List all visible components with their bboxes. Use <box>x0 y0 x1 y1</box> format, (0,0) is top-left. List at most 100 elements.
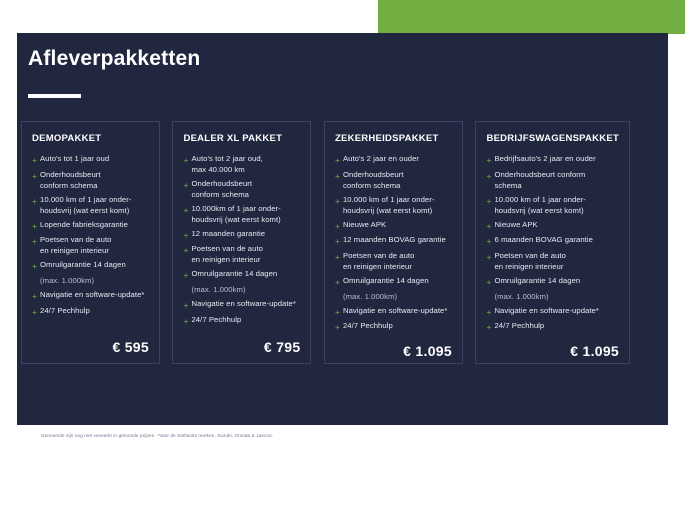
plus-bullet-icon: + <box>334 236 340 247</box>
plus-bullet-icon: + <box>334 195 340 206</box>
plus-bullet-icon: + <box>183 245 189 256</box>
feature-item: +12 maanden BOVAG garantie <box>335 235 452 248</box>
plus-bullet-icon: + <box>183 155 189 165</box>
feature-label: 12 maanden BOVAG garantie <box>342 235 446 245</box>
plus-bullet-icon: + <box>334 155 340 165</box>
plus-bullet-icon: + <box>183 229 189 240</box>
feature-note-label: (max. 1.000km) <box>40 275 95 285</box>
feature-label: 24/7 Pechhulp <box>494 321 545 331</box>
feature-label: Nieuwe APK <box>494 219 538 229</box>
plus-bullet-icon: + <box>32 261 37 272</box>
feature-item: + Onderhoudsbeurt conform schema <box>335 170 452 192</box>
package-card[interactable]: DEMOPAKKET + Auto's tot 1 jaar oud + Onderho… <box>21 121 160 364</box>
feature-label: Omruilgarantie 14 dagen <box>40 260 126 270</box>
plus-bullet-icon: + <box>32 306 37 317</box>
feature-label: 12 maanden garantie <box>191 228 266 238</box>
package-price: € 795 <box>263 339 301 355</box>
feature-label: Auto's 2 jaar en ouder <box>342 154 420 163</box>
plus-bullet-icon: + <box>32 220 37 231</box>
feature-label: 10.000 km of 1 jaar onder- houdsvrij (wa… <box>40 194 132 215</box>
feature-label: Auto's tot 1 jaar oud <box>40 154 110 163</box>
package-card[interactable]: ZEKERHEIDSPAKKET + Auto's 2 jaar en ouder +… <box>323 121 463 364</box>
package-card-title: ZEKERHEIDSPAKKET <box>334 133 439 144</box>
package-card[interactable]: DEALER XL PAKKET + Auto's tot 2 jaar oud, … <box>172 121 312 364</box>
feature-item: + Navigatie en software-update* <box>335 306 452 319</box>
plus-bullet-icon: + <box>486 306 492 317</box>
package-card-title: BEDRIJFSWAGENSPAKKET <box>486 133 620 144</box>
plus-bullet-icon: + <box>183 315 189 326</box>
feature-item: + Omruilgarantie 14 dagen <box>183 269 300 282</box>
feature-label: Onderhoudsbeurt conform schema <box>40 169 101 190</box>
plus-bullet-icon: + <box>486 170 492 181</box>
package-price: € 1.095 <box>570 343 620 360</box>
feature-list: + Bedrijfsauto's 2 jaar en ouder + Onderhou… <box>486 154 619 337</box>
feature-label: Omruilgarantie 14 dagen <box>494 275 581 285</box>
feature-note-label: (max. 1.000km) <box>342 291 398 301</box>
feature-note-item: (max. 1.000km) <box>183 285 300 296</box>
plus-bullet-icon: + <box>486 220 492 231</box>
feature-label: 24/7 Pechhulp <box>191 314 242 324</box>
feature-item: + Navigatie en software-update* <box>486 306 619 319</box>
feature-note-item: (max. 1.000km) <box>486 292 619 303</box>
feature-label: Bedrijfsauto's 2 jaar en ouder <box>494 154 596 163</box>
feature-item: +24/7 Pechhulp <box>183 315 300 328</box>
package-cards-container: DEMOPAKKET + Auto's tot 1 jaar oud + Onderho… <box>21 121 631 364</box>
plus-bullet-icon: + <box>183 179 189 190</box>
green-accent-block <box>378 0 685 34</box>
feature-label: 24/7 Pechhulp <box>342 321 393 331</box>
plus-bullet-icon: + <box>486 276 492 287</box>
plus-bullet-icon: + <box>183 299 189 310</box>
plus-bullet-icon: + <box>486 195 492 206</box>
feature-label: Poetsen van de auto en reinigen interieu… <box>40 235 112 256</box>
plus-bullet-icon: + <box>32 236 37 247</box>
afleverpakketten-panel <box>17 33 668 425</box>
feature-label: Poetsen van de auto en reinigen interieu… <box>191 244 263 265</box>
feature-item: + Poetsen van de auto en reinigen interie… <box>335 251 452 273</box>
plus-bullet-icon: + <box>486 155 492 165</box>
page-title: Afleverpakketten <box>28 47 201 70</box>
feature-label: Onderhoudsbeurt conform schema <box>191 178 253 199</box>
plus-bullet-icon: + <box>32 290 37 301</box>
feature-label: 6 maanden BOVAG garantie <box>494 235 593 245</box>
plus-bullet-icon: + <box>334 306 340 317</box>
plus-bullet-icon: + <box>334 252 340 262</box>
feature-item: +6 maanden BOVAG garantie <box>486 235 619 248</box>
feature-label: Navigatie en software-update* <box>494 305 599 315</box>
feature-item: + Auto's 2 jaar en ouder <box>335 154 452 167</box>
package-price: € 595 <box>112 339 149 355</box>
feature-item: +10.000km of 1 jaar onder- houdsvrij (wa… <box>183 204 300 226</box>
feature-label: Onderhoudsbeurt conform schema <box>494 169 586 190</box>
package-card-title: DEMOPAKKET <box>32 133 102 144</box>
package-card-title: DEALER XL PAKKET <box>183 133 283 144</box>
feature-item: +10.000 km of 1 jaar onder- houdsvrij (w… <box>32 195 149 217</box>
plus-bullet-icon: + <box>183 204 189 215</box>
feature-item: +24/7 Pechhulp <box>486 321 619 334</box>
feature-note-item: (max. 1.000km) <box>335 292 452 303</box>
feature-label: Poetsen van de auto en reinigen interieu… <box>342 251 415 271</box>
feature-note-label: (max. 1.000km) <box>191 285 246 294</box>
plus-bullet-icon: + <box>486 252 492 262</box>
feature-label: Omruilgarantie 14 dagen <box>191 269 278 279</box>
feature-note-item: (max. 1.000km) <box>32 276 149 287</box>
plus-bullet-icon: + <box>486 236 492 247</box>
feature-label: 10.000 km of 1 jaar onder- houdsvrij (wa… <box>342 194 435 215</box>
feature-item: + Onderhoudsbeurt conform schema <box>486 170 619 192</box>
plus-bullet-icon: + <box>32 170 37 181</box>
feature-item: + Omruilgarantie 14 dagen <box>486 276 619 289</box>
feature-item: + Lopende fabrieksgarantie <box>32 220 149 233</box>
feature-item: + Navigatie en software-update* <box>32 290 149 303</box>
feature-item: + Nieuwe APK <box>335 220 452 233</box>
feature-label: Poetsen van de auto en reinigen interieu… <box>494 251 566 271</box>
feature-item: + Poetsen van de auto en reinigen interie… <box>183 244 300 266</box>
plus-bullet-icon: + <box>183 270 189 281</box>
feature-label: Lopende fabrieksgarantie <box>40 219 128 229</box>
plus-bullet-icon: + <box>32 195 37 206</box>
feature-item: + Onderhoudsbeurt conform schema <box>183 179 300 201</box>
plus-bullet-icon: + <box>334 276 340 287</box>
package-card[interactable]: BEDRIJFSWAGENSPAKKET + Bedrijfsauto's 2 ja… <box>475 121 631 364</box>
plus-bullet-icon: + <box>334 220 340 231</box>
package-price: € 1.095 <box>403 343 452 360</box>
feature-list: + Auto's tot 2 jaar oud, max 40.000 km + On… <box>183 154 300 333</box>
feature-list: + Auto's 2 jaar en ouder + Onderhoudsbeurt … <box>335 154 452 337</box>
